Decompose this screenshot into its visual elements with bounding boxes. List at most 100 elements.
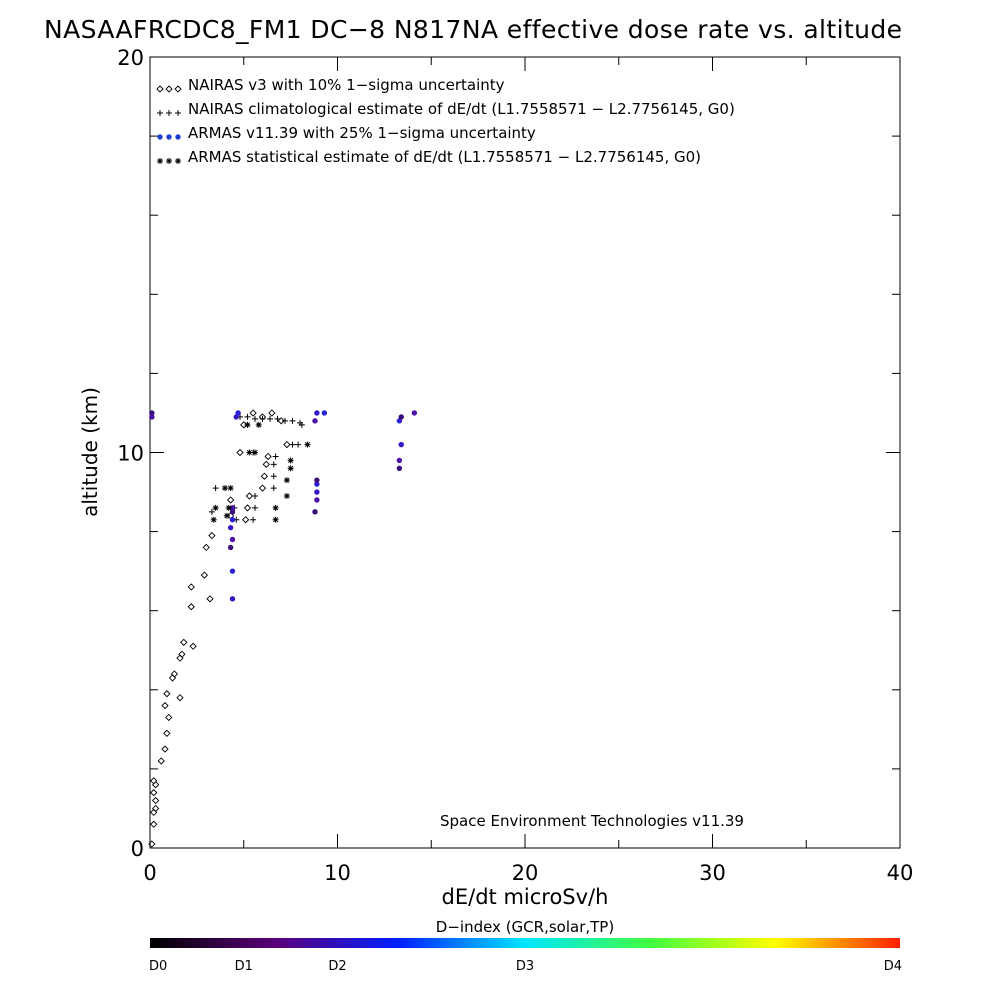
data-point-plus <box>252 415 258 422</box>
y-tick-label: 10 <box>117 442 144 466</box>
data-point-asterisk <box>252 449 258 456</box>
data-points <box>148 409 418 848</box>
credit-annotation: Space Environment Technologies v11.39 <box>440 812 744 830</box>
colorbar-label: D4 <box>884 959 902 974</box>
data-point-diamond <box>151 804 160 813</box>
data-point-diamond <box>202 543 210 552</box>
data-point-diamond <box>187 603 195 611</box>
data-point-diamond <box>187 583 195 591</box>
data-point-plus <box>252 493 258 500</box>
legend: NAIRAS v3 with 10% 1−sigma uncertainty NA… <box>156 76 735 166</box>
data-point-diamond <box>258 484 267 492</box>
data-point-dot <box>396 457 403 464</box>
data-point-diamond <box>150 808 158 817</box>
data-point-diamond <box>163 690 171 698</box>
x-tick-label: 20 <box>512 861 539 885</box>
data-point-diamond <box>236 448 244 457</box>
data-point-plus <box>282 417 288 424</box>
y-tick-label: 20 <box>117 46 144 70</box>
data-point-plus <box>208 508 215 515</box>
data-point-diamond <box>176 694 184 702</box>
data-point-diamond <box>150 777 158 785</box>
data-point-diamond <box>268 409 276 417</box>
x-tick-label: 40 <box>887 861 914 885</box>
x-axis-tick-labels: 0 10 20 30 40 <box>143 861 913 885</box>
data-point-dot <box>229 505 236 511</box>
colorbar-title: D−index (GCR,solar,TP) <box>436 918 614 936</box>
colorbar-label: D2 <box>328 959 346 974</box>
data-point-diamond <box>168 674 177 682</box>
data-point-diamond <box>283 440 291 449</box>
data-point-diamond <box>151 796 160 805</box>
colorbar-label: D1 <box>235 959 253 974</box>
data-point-diamond <box>262 460 270 469</box>
data-point-diamond <box>161 701 169 710</box>
y-tick-label: 0 <box>131 837 144 861</box>
data-point-diamond <box>170 670 179 678</box>
data-point-diamond <box>206 595 214 603</box>
legend-marker-plus <box>166 110 172 116</box>
legend-marker-diamond <box>165 85 173 93</box>
data-point-dot <box>229 509 236 515</box>
data-point-diamond <box>150 820 158 828</box>
legend-marker-asterisk <box>157 158 163 164</box>
data-point-asterisk <box>287 457 294 464</box>
legend-label: ARMAS v11.39 with 25% 1−sigma uncertaint… <box>188 124 536 142</box>
data-point-asterisk <box>283 493 290 500</box>
data-point-plus <box>297 419 303 426</box>
legend-marker-asterisk <box>175 158 181 164</box>
legend-label: ARMAS statistical estimate of dE/dt (L1.… <box>188 148 701 166</box>
data-point-diamond <box>163 729 171 737</box>
data-point-diamond <box>180 638 188 646</box>
data-point-asterisk <box>255 421 262 428</box>
data-point-asterisk <box>212 504 219 511</box>
data-point-dot <box>314 489 320 495</box>
data-point-dot <box>396 465 403 472</box>
data-point-plus <box>270 461 277 468</box>
data-point-dot <box>229 536 236 543</box>
x-axis-ticks <box>149 57 901 848</box>
data-point-diamond <box>151 781 160 789</box>
data-point-diamond <box>208 531 216 540</box>
legend-marker-asterisk <box>166 158 172 164</box>
data-point-plus <box>252 504 258 511</box>
data-point-dot <box>149 410 155 416</box>
colorbar-label: D3 <box>516 959 534 974</box>
data-point-asterisk <box>222 485 228 492</box>
data-point-asterisk <box>287 465 294 472</box>
x-tick-label: 0 <box>143 861 156 885</box>
data-point-dot <box>229 568 236 574</box>
data-point-plus <box>212 485 219 492</box>
data-point-plus <box>259 415 266 422</box>
data-point-dot <box>227 544 234 551</box>
data-point-asterisk <box>304 441 311 448</box>
legend-marker-diamond <box>156 85 164 93</box>
data-point-diamond <box>178 650 186 658</box>
data-point-diamond <box>165 713 173 722</box>
data-point-asterisk <box>223 512 230 519</box>
data-point-dot <box>314 497 320 503</box>
data-point-diamond <box>161 745 169 753</box>
data-point-asterisk <box>244 421 251 428</box>
data-point-asterisk <box>227 485 234 492</box>
data-point-dot <box>411 410 418 416</box>
data-point-diamond <box>277 417 285 425</box>
data-point-diamond <box>150 788 158 797</box>
data-point-asterisk <box>225 504 232 511</box>
data-point-plus <box>295 441 302 448</box>
data-point-dot <box>312 509 318 515</box>
legend-marker-plus <box>175 110 181 116</box>
data-point-dot <box>321 410 328 416</box>
data-point-plus <box>270 485 277 492</box>
legend-marker-dot <box>175 134 181 140</box>
data-point-plus <box>274 415 281 422</box>
data-point-diamond <box>249 409 257 417</box>
data-point-plus <box>289 441 296 448</box>
data-point-asterisk <box>272 504 279 511</box>
data-point-diamond <box>176 654 184 662</box>
legend-marker-dot <box>166 134 172 140</box>
data-point-diamond <box>148 840 156 848</box>
x-tick-label: 10 <box>324 861 351 885</box>
data-point-asterisk <box>272 516 279 523</box>
data-point-dot <box>229 596 236 602</box>
